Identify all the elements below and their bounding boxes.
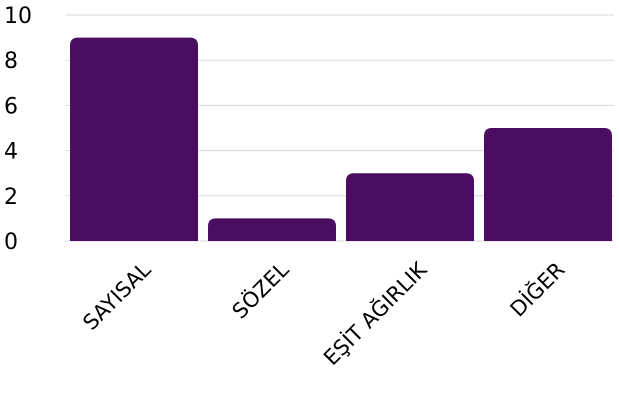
bar-sözel bbox=[208, 218, 336, 241]
bar-di̇ğer bbox=[484, 128, 612, 241]
x-axis-category-labels: SAYISAL SÖZEL EŞİT AĞIRLIK DİĞER bbox=[78, 256, 569, 370]
y-axis-tick-labels: 0 2 4 6 8 10 bbox=[4, 4, 32, 255]
bar-eşi̇t-ağirlik bbox=[346, 173, 474, 241]
y-tick-label: 2 bbox=[4, 185, 18, 210]
y-tick-label: 8 bbox=[4, 49, 18, 74]
y-tick-label: 10 bbox=[4, 4, 32, 29]
y-tick-label: 4 bbox=[4, 140, 18, 165]
x-category-label: DİĞER bbox=[505, 257, 570, 322]
bar-sayisal bbox=[70, 37, 198, 241]
x-category-label: SAYISAL bbox=[78, 257, 155, 334]
x-category-label: EŞİT AĞIRLIK bbox=[318, 256, 432, 370]
y-tick-label: 6 bbox=[4, 94, 18, 119]
y-tick-label: 0 bbox=[4, 230, 18, 255]
x-category-label: SÖZEL bbox=[227, 257, 294, 324]
bars bbox=[70, 37, 612, 241]
